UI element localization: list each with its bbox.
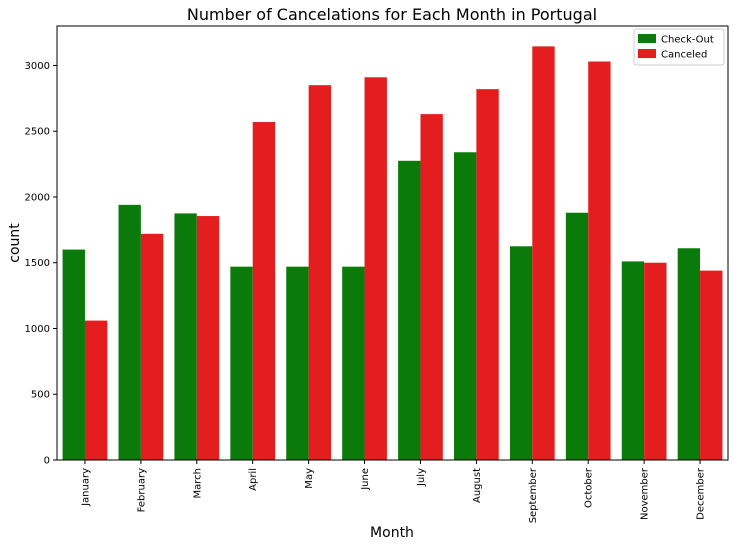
- bar-canceled-august: [476, 89, 499, 461]
- bar-check-out-march: [174, 213, 197, 460]
- x-tick-label-march: March: [192, 468, 203, 498]
- chart-title: Number of Cancelations for Each Month in…: [187, 5, 597, 24]
- x-axis-title: Month: [370, 525, 414, 541]
- x-tick-label-november: November: [640, 467, 651, 520]
- y-tick-label: 3000: [25, 61, 50, 72]
- bar-check-out-february: [118, 204, 141, 460]
- legend-swatch-canceled: [638, 49, 656, 58]
- bars-layer: [62, 46, 723, 461]
- bar-canceled-june: [364, 77, 387, 461]
- bar-canceled-july: [420, 114, 443, 461]
- bar-canceled-october: [588, 61, 611, 460]
- y-tick-label: 0: [44, 456, 50, 467]
- bar-canceled-may: [308, 85, 331, 460]
- bar-check-out-september: [509, 246, 533, 460]
- x-tick-label-december: December: [696, 467, 707, 520]
- bar-canceled-march: [196, 216, 220, 460]
- x-tick-label-april: April: [248, 468, 259, 491]
- bar-check-out-april: [230, 266, 253, 460]
- bar-canceled-february: [140, 233, 164, 460]
- x-tick-label-february: February: [136, 468, 147, 512]
- bar-check-out-january: [62, 249, 85, 460]
- y-tick-label: 2500: [25, 127, 50, 138]
- legend-box: [633, 28, 725, 66]
- bar-check-out-june: [342, 266, 365, 460]
- x-tick-label-october: October: [584, 467, 595, 508]
- y-axis: 0 500 1000 1500 2000 2500 3000: [25, 61, 57, 467]
- bar-check-out-december: [677, 248, 701, 460]
- bar-canceled-april: [252, 122, 276, 461]
- bar-canceled-january: [84, 320, 108, 460]
- y-tick-label: 1000: [25, 324, 50, 335]
- bar-check-out-july: [398, 160, 421, 460]
- x-tick-label-june: June: [360, 468, 371, 491]
- legend-swatch-check-out: [638, 34, 656, 43]
- x-tick-label-may: May: [304, 468, 315, 489]
- bar-canceled-december: [700, 270, 723, 460]
- x-tick-label-august: August: [472, 468, 483, 503]
- y-axis-title: count: [7, 223, 23, 263]
- legend-label-canceled: Canceled: [661, 50, 707, 61]
- x-tick-label-january: January: [80, 468, 91, 507]
- y-tick-label: 1500: [25, 258, 50, 269]
- legend: Check-Out Canceled: [633, 28, 725, 66]
- plot-frame: [56, 25, 729, 461]
- bar-check-out-november: [621, 261, 645, 460]
- x-axis: January February March April May June July Augu…: [80, 460, 707, 523]
- y-tick-label: 2000: [25, 192, 50, 203]
- y-tick-label: 500: [31, 390, 50, 401]
- bar-check-out-august: [454, 152, 477, 460]
- legend-label-check-out: Check-Out: [661, 35, 714, 46]
- x-tick-label-july: July: [416, 468, 427, 487]
- bar-canceled-november: [644, 262, 667, 460]
- x-tick-label-september: September: [528, 467, 539, 523]
- bar-check-out-may: [286, 266, 309, 460]
- bar-check-out-october: [565, 212, 589, 460]
- bar-canceled-september: [532, 46, 555, 460]
